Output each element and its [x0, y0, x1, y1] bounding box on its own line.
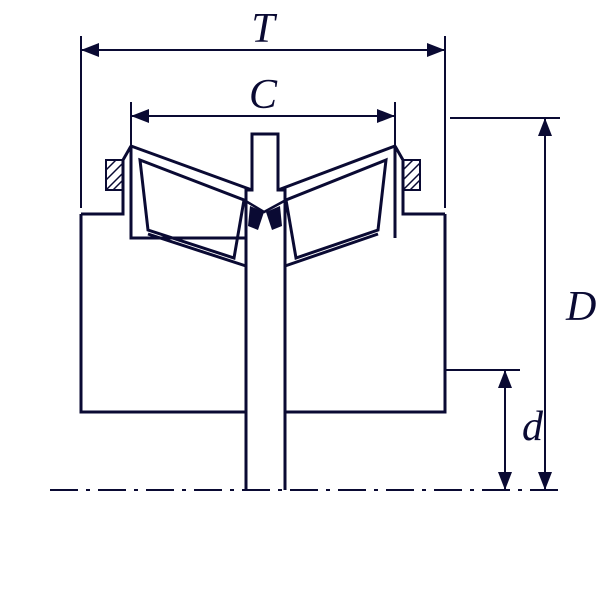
- label-D: D: [565, 284, 596, 330]
- hatch-left-cap: [106, 160, 123, 190]
- bearing-cross-section-diagram: T C D d: [0, 0, 600, 600]
- roller-left: [140, 160, 244, 258]
- bore-lines: [246, 412, 285, 490]
- label-C: C: [249, 72, 278, 118]
- housing-outline: [81, 146, 445, 412]
- label-T: T: [251, 6, 277, 52]
- roller-right: [286, 160, 386, 258]
- center-spacer: [131, 134, 395, 266]
- hatch-right-cap: [403, 160, 420, 190]
- label-d: d: [522, 404, 544, 450]
- dimension-d: d: [445, 370, 544, 490]
